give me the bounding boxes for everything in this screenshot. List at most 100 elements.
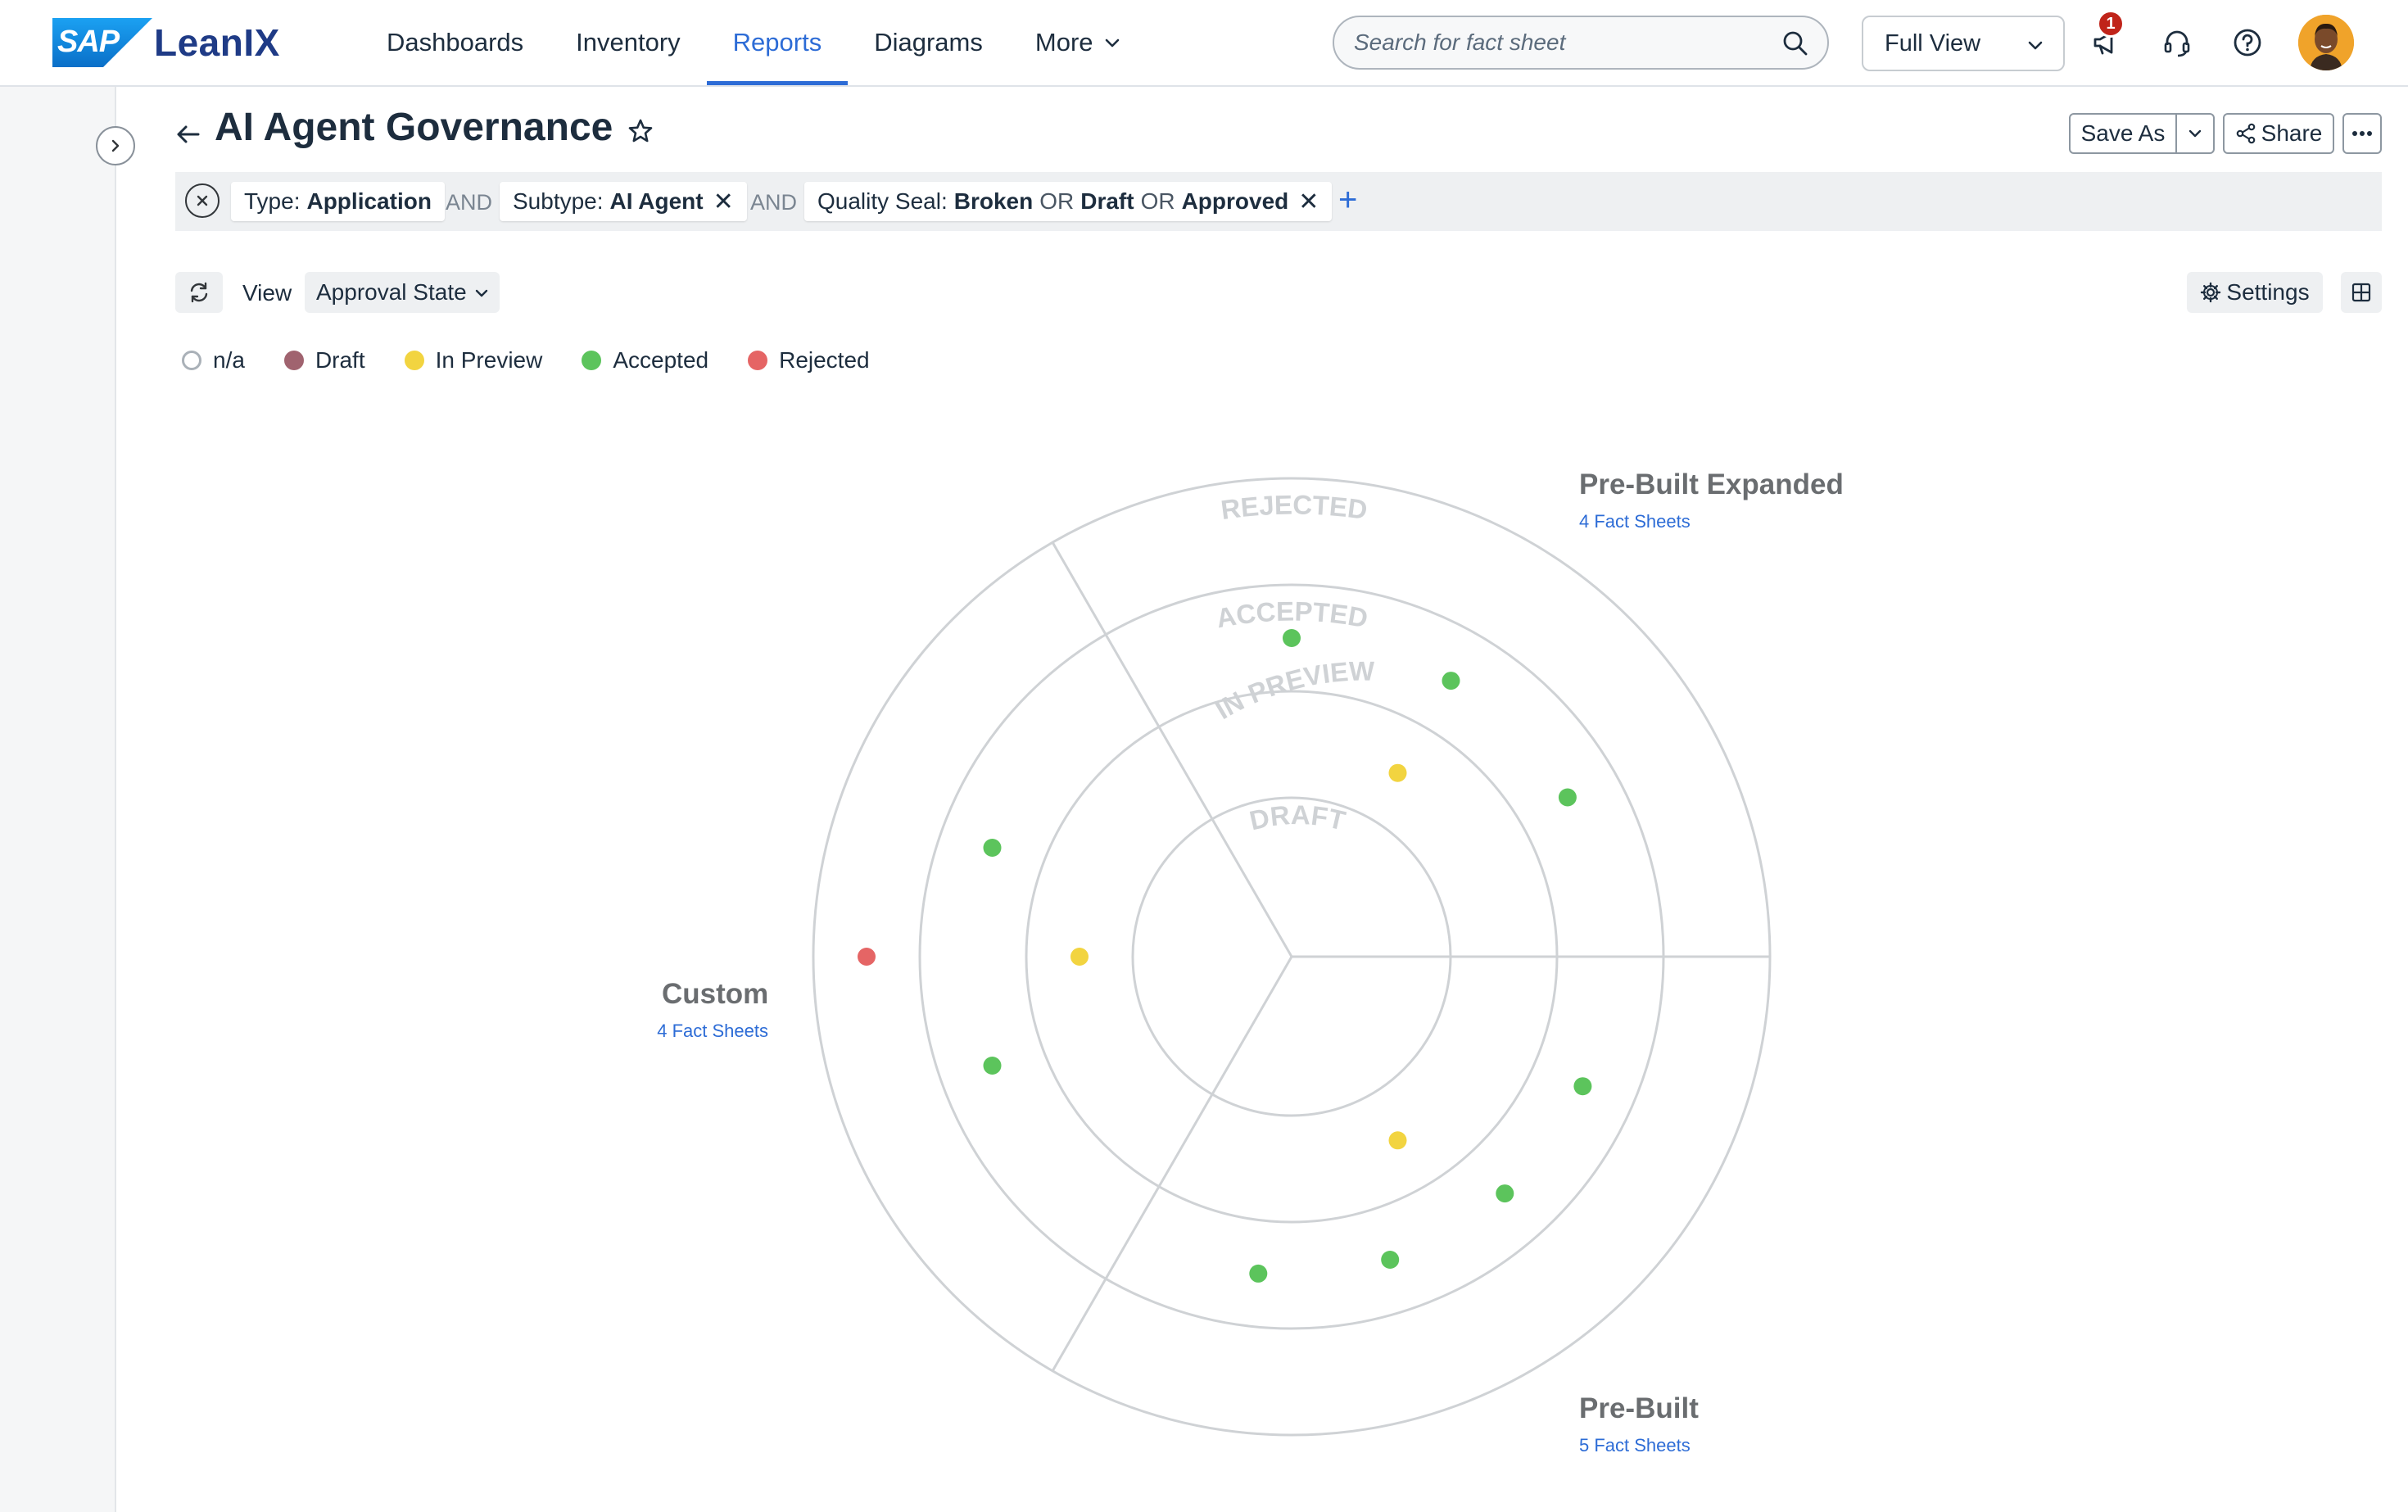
legend-item-draft[interactable]: Draft [283, 347, 365, 373]
remove-filter-icon[interactable]: ✕ [1298, 188, 1319, 215]
fact-sheet-point-in-preview[interactable] [1388, 763, 1407, 782]
segment-count-pre-built[interactable]: 5 Fact Sheets [1579, 1435, 1691, 1455]
expand-sidebar-button[interactable] [96, 126, 135, 165]
legend-dot [283, 351, 304, 370]
filter-chip-value: AI Agent [609, 188, 704, 214]
leanix-logo-text: LeanIX [154, 21, 280, 64]
clear-filters-button[interactable] [185, 183, 220, 218]
ring-labels: DRAFT IN PREVIEW ACCEPTED REJECTED [1210, 490, 1375, 836]
refresh-button[interactable] [175, 272, 223, 313]
fact-sheet-point-in-preview[interactable] [1388, 1131, 1407, 1150]
fact-sheet-point-in-preview[interactable] [1070, 948, 1089, 966]
search-input[interactable] [1354, 17, 1780, 68]
fact-sheet-point-accepted[interactable] [1442, 672, 1460, 690]
legend-item-na[interactable]: n/a [182, 347, 245, 373]
divider-line [1051, 956, 1293, 1372]
filter-or-operator: OR [1039, 188, 1075, 214]
full-view-select-value: Full View [1885, 29, 1981, 57]
fact-sheet-point-accepted[interactable] [1283, 629, 1301, 647]
filter-bar: Type: Application AND Subtype: AI Agent … [175, 172, 2382, 231]
add-filter-button[interactable]: + [1338, 182, 1358, 218]
help-button[interactable] [2226, 21, 2269, 64]
headset-icon [2164, 30, 2190, 57]
chevron-down-icon [1105, 38, 1119, 48]
legend-item-accepted[interactable]: Accepted [582, 347, 708, 373]
nav-inventory-label: Inventory [576, 28, 681, 57]
radar-points [858, 629, 1592, 1283]
legend-label: Draft [315, 347, 365, 373]
filter-and-operator: AND [446, 190, 493, 215]
filter-chip-type[interactable]: Type: Application [231, 182, 445, 221]
fact-sheet-point-accepted[interactable] [1381, 1251, 1400, 1269]
sap-leanix-logo[interactable]: SAP LeanIX [52, 18, 280, 67]
filter-chip-quality-seal[interactable]: Quality Seal: Broken OR Draft OR Approve… [804, 182, 1333, 221]
fact-sheet-point-accepted[interactable] [1249, 1264, 1268, 1283]
share-button[interactable]: Share [2223, 113, 2334, 154]
more-actions-button[interactable] [2342, 113, 2382, 154]
segment-title-custom: Custom [662, 978, 769, 1010]
segment-count-custom[interactable]: 4 Fact Sheets [657, 1021, 768, 1041]
favorite-star-icon[interactable] [627, 118, 654, 144]
segment-count-pre-built-expanded[interactable]: 4 Fact Sheets [1579, 511, 1691, 532]
notification-badge: 1 [2097, 10, 2125, 38]
user-avatar[interactable] [2298, 15, 2354, 70]
view-by-value: Approval State [316, 279, 467, 305]
legend-item-in-preview[interactable]: In Preview [404, 347, 543, 373]
fact-sheet-point-rejected[interactable] [858, 948, 876, 966]
legend-dot [748, 351, 768, 370]
full-view-select[interactable]: Full View [1862, 16, 2065, 71]
divider-line [1051, 541, 1293, 957]
view-label: View [242, 280, 292, 306]
filter-chip-value: Application [306, 188, 432, 214]
filter-chip-value: Approved [1181, 188, 1289, 214]
fact-sheet-point-accepted[interactable] [1573, 1077, 1592, 1096]
settings-button[interactable]: Settings [2187, 272, 2323, 313]
remove-filter-icon[interactable]: ✕ [713, 188, 734, 215]
view-by-select[interactable]: Approval State [305, 272, 500, 313]
search-icon[interactable] [1781, 29, 1809, 57]
fact-sheet-point-accepted[interactable] [983, 1057, 1002, 1075]
close-icon [197, 195, 208, 206]
support-button[interactable] [2156, 21, 2198, 64]
share-icon [2236, 123, 2255, 144]
ring-label-in-preview: IN PREVIEW [1210, 655, 1375, 725]
nav-dashboards-label: Dashboards [387, 28, 524, 57]
nav-reports[interactable]: Reports [706, 0, 849, 85]
chevron-down-icon [2188, 129, 2202, 138]
back-arrow-icon[interactable] [174, 120, 203, 149]
help-icon [2234, 29, 2261, 57]
nav-dashboards[interactable]: Dashboards [360, 0, 550, 85]
fact-sheet-point-accepted[interactable] [983, 839, 1002, 857]
filter-chip-value: Broken [953, 188, 1034, 214]
sap-logo: SAP [52, 18, 152, 67]
sap-logo-text: SAP [57, 25, 120, 59]
page-title: AI Agent Governance [215, 106, 613, 149]
filter-chip-key: Quality Seal: [817, 188, 948, 214]
table-view-button[interactable] [2341, 272, 2382, 313]
filter-chip-key: Type: [244, 188, 301, 214]
legend-label: n/a [213, 347, 245, 373]
nav-reports-label: Reports [732, 28, 822, 57]
left-sidebar-collapsed [0, 87, 116, 1512]
search-box [1333, 16, 1829, 70]
legend-label: In Preview [435, 347, 543, 373]
announcements-button[interactable] [2085, 21, 2128, 64]
nav-inventory[interactable]: Inventory [550, 0, 707, 85]
save-as-button[interactable]: Save As [2069, 113, 2177, 154]
chevron-right-icon [111, 139, 120, 152]
filter-and-operator: AND [750, 190, 798, 215]
nav-diagrams[interactable]: Diagrams [848, 0, 1009, 85]
fact-sheet-point-accepted[interactable] [1496, 1184, 1514, 1203]
fact-sheet-point-accepted[interactable] [1558, 788, 1577, 807]
save-as-menu-button[interactable] [2175, 113, 2215, 154]
user-portrait-icon [2298, 15, 2354, 70]
top-navigation-bar: SAP LeanIX Dashboards Inventory Reports … [0, 0, 2408, 87]
nav-more[interactable]: More [1009, 0, 1147, 85]
filter-chip-subtype[interactable]: Subtype: AI Agent ✕ [500, 182, 747, 221]
legend-label: Accepted [613, 347, 709, 373]
ring-label-accepted: ACCEPTED [1214, 595, 1370, 633]
legend-item-rejected[interactable]: Rejected [748, 347, 870, 373]
legend-dot [582, 351, 602, 370]
ring-label-rejected: REJECTED [1219, 490, 1369, 526]
